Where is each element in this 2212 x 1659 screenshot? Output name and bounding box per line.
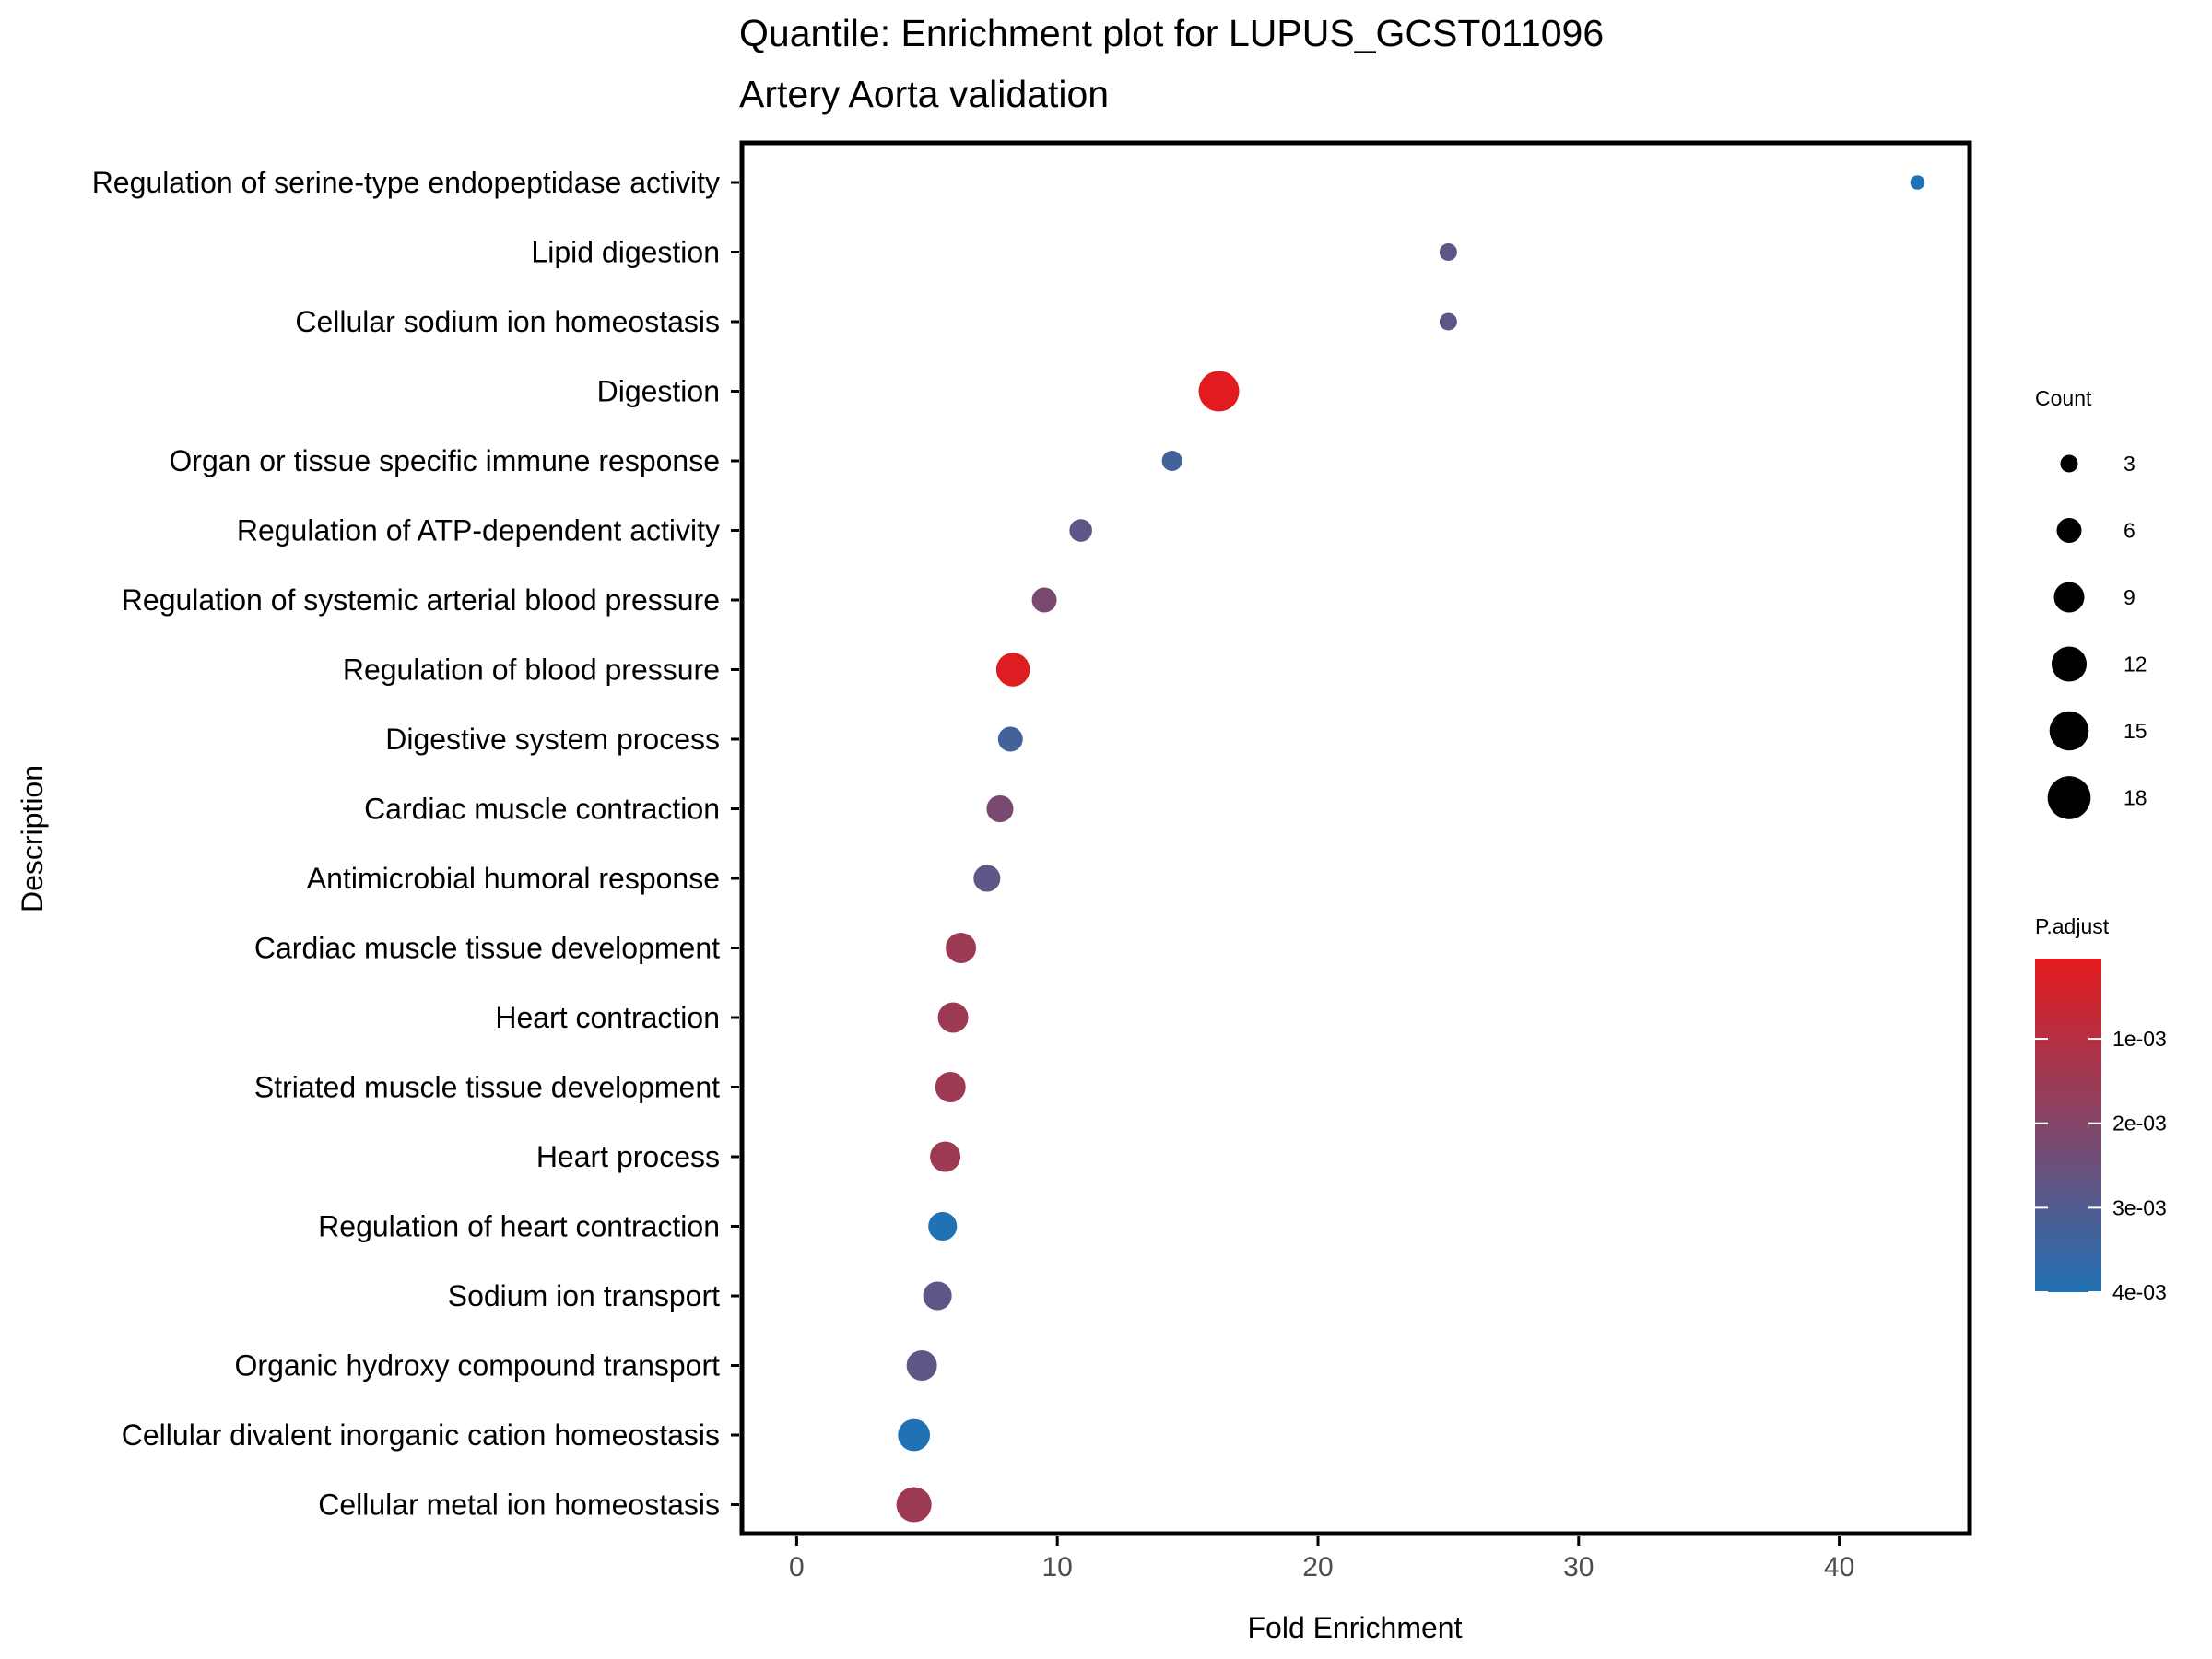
y-tick-label: Digestion [597,375,720,408]
y-tick-label: Digestive system process [385,723,720,756]
x-axis: 0 10 20 30 40 [789,1536,1854,1583]
count-legend-label: 3 [2124,452,2136,476]
count-legend-label: 15 [2124,719,2147,743]
y-tick-label: Regulation of serine-type endopeptidase … [92,166,720,199]
plot-panel-border [739,140,1972,1536]
count-legend: Count 3 6 9 12 15 18 [2035,386,2147,819]
data-point [898,1418,931,1452]
padj-legend-title: P.adjust [2035,914,2110,938]
y-tick-label: Cardiac muscle contraction [364,793,720,826]
count-legend-label: 18 [2124,786,2147,810]
x-axis-title: Fold Enrichment [1248,1611,1463,1644]
y-axis-title: Description [16,765,49,912]
count-legend-title: Count [2035,386,2092,410]
x-tick-label: 20 [1302,1552,1333,1583]
padj-legend: P.adjust 1e-03 2e-03 3e-03 4e-03 [2035,914,2167,1304]
data-point [937,1002,969,1033]
count-legend-key [2047,776,2091,819]
y-tick-label: Regulation of heart contraction [318,1210,720,1243]
count-legend-key [2051,646,2088,682]
y-tick-label: Lipid digestion [531,236,720,269]
data-point [973,865,1001,892]
padj-legend-label: 2e-03 [2112,1112,2167,1135]
data-point [930,1141,961,1172]
data-points [896,175,1925,1523]
count-legend-key [2056,518,2082,543]
data-point [923,1281,952,1311]
x-tick-label: 40 [1824,1552,1854,1583]
y-axis: Regulation of serine-type endopeptidase … [92,166,739,1522]
chart-subtitle: Artery Aorta validation [739,73,1109,115]
y-tick-label: Organic hydroxy compound transport [235,1349,721,1382]
padj-legend-label: 1e-03 [2112,1027,2167,1051]
x-tick-label: 10 [1042,1552,1073,1583]
data-point [935,1072,966,1102]
chart-title: Quantile: Enrichment plot for LUPUS_GCST… [739,12,1604,54]
y-tick-label: Heart process [536,1140,720,1173]
padj-legend-label: 4e-03 [2112,1280,2167,1304]
data-point [1439,242,1457,262]
data-point [1439,312,1457,331]
data-point [1161,451,1182,471]
y-tick-label: Regulation of systemic arterial blood pr… [122,583,720,617]
count-legend-label: 12 [2124,653,2147,677]
y-tick-label: Cardiac muscle tissue development [254,932,720,965]
data-point [1031,587,1057,613]
y-tick-label: Cellular sodium ion homeostasis [295,305,720,338]
y-tick-label: Cellular divalent inorganic cation homeo… [122,1418,720,1452]
y-tick-label: Striated muscle tissue development [254,1071,720,1104]
data-point [896,1487,932,1523]
padj-legend-label: 3e-03 [2112,1195,2167,1219]
data-point [928,1211,958,1241]
data-point [946,933,977,963]
data-point [986,794,1014,823]
x-tick-label: 0 [789,1552,805,1583]
count-legend-key [2060,454,2078,473]
y-tick-label: Cellular metal ion homeostasis [318,1488,720,1522]
x-tick-label: 30 [1563,1552,1594,1583]
count-legend-key [2053,582,2085,613]
data-point [1910,175,1925,190]
count-legend-label: 6 [2124,519,2136,543]
y-tick-label: Heart contraction [495,1001,720,1034]
data-point [1069,519,1092,542]
data-point [1198,371,1240,412]
data-point [997,726,1023,752]
data-point [995,653,1030,687]
y-tick-label: Sodium ion transport [448,1279,720,1312]
padj-colorbar [2035,959,2101,1292]
y-tick-label: Regulation of ATP-dependent activity [237,514,720,547]
data-point [906,1350,937,1381]
y-tick-label: Regulation of blood pressure [343,653,720,687]
count-legend-label: 9 [2124,585,2136,609]
y-tick-label: Organ or tissue specific immune response [169,444,720,477]
count-legend-key [2049,711,2089,751]
y-tick-label: Antimicrobial humoral response [307,862,720,895]
